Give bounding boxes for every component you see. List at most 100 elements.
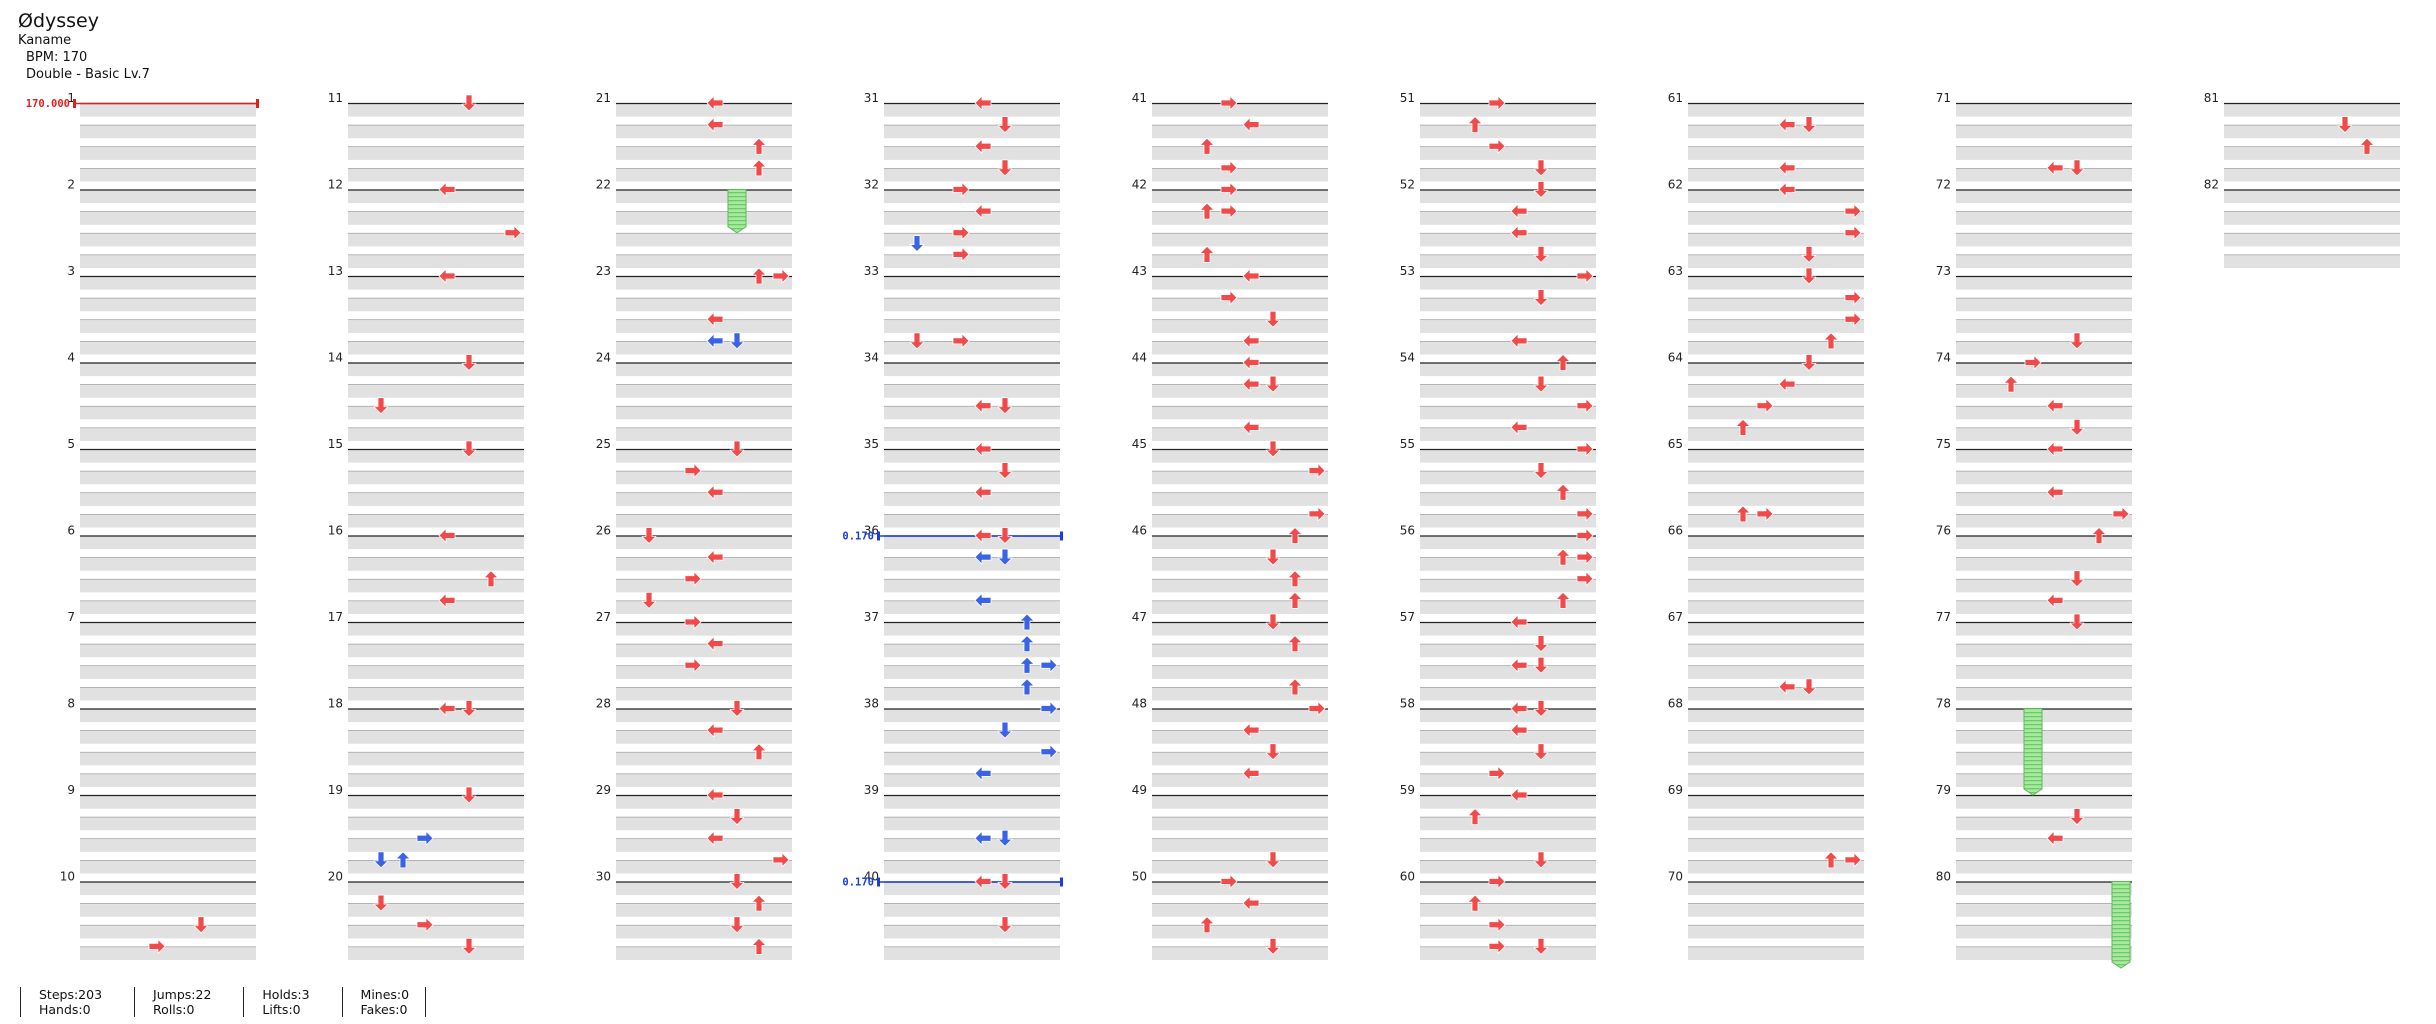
measure-block: 56	[1400, 524, 1596, 614]
measure-block: 20	[328, 870, 524, 960]
measure-number: 8	[67, 697, 75, 711]
measure-number: 18	[328, 697, 343, 711]
measure-number: 66	[1668, 524, 1683, 538]
measure-number: 54	[1400, 351, 1415, 365]
measure-number: 63	[1668, 264, 1683, 278]
measure-number: 23	[596, 264, 611, 278]
difficulty-label: Double - Basic Lv.7	[26, 67, 150, 82]
measure-number: 42	[1132, 178, 1147, 192]
measure-number: 5	[67, 437, 75, 451]
measure-block: 42	[1132, 178, 1328, 268]
measure-number: 51	[1400, 91, 1415, 105]
measure-number: 65	[1668, 437, 1683, 451]
measure-number: 58	[1400, 697, 1415, 711]
measure-number: 74	[1936, 351, 1951, 365]
scroll-change-marker-label: 0.170	[842, 877, 874, 889]
measure-block: 37	[864, 610, 1060, 701]
measure-number: 31	[864, 91, 879, 105]
measure-block: 11	[328, 91, 524, 182]
measure-number: 70	[1668, 870, 1683, 884]
stats-mines-fakes: Mines:0 Fakes:0	[341, 987, 427, 1017]
chart-header: Ødyssey Kaname BPM: 170 Double - Basic L…	[18, 10, 150, 83]
measure-block: 48	[1132, 697, 1328, 787]
measure-block: 76	[1936, 524, 2132, 614]
measure-number: 81	[2204, 91, 2219, 105]
measure-number: 12	[328, 178, 343, 192]
measure-number: 43	[1132, 264, 1147, 278]
measure-number: 30	[596, 870, 611, 884]
measure-number: 29	[596, 783, 611, 797]
measure-number: 27	[596, 610, 611, 624]
measure-block: 54	[1400, 351, 1596, 441]
measure-block: 59	[1400, 783, 1596, 874]
measure-number: 50	[1132, 870, 1147, 884]
measure-number: 41	[1132, 91, 1147, 105]
measure-number: 25	[596, 437, 611, 451]
stat-jumps: Jumps:22	[153, 987, 212, 1002]
measure-number: 72	[1936, 178, 1951, 192]
measure-block: 9	[67, 783, 256, 874]
measure-number: 69	[1668, 783, 1683, 797]
measure-block: 57	[1400, 610, 1596, 701]
measure-number: 68	[1668, 697, 1683, 711]
measure-block: 33	[864, 264, 1060, 355]
stats-jumps-rolls: Jumps:22 Rolls:0	[134, 987, 243, 1017]
measure-block: 18	[328, 697, 524, 787]
measure-number: 77	[1936, 610, 1951, 624]
measure-number: 45	[1132, 437, 1147, 451]
measure-block: 26	[596, 524, 792, 614]
stat-hands: Hands:0	[39, 1002, 91, 1017]
measure-block: 69	[1668, 783, 1864, 874]
measure-block: 70	[1668, 870, 1864, 960]
measure-number: 75	[1936, 437, 1951, 451]
measure-number: 9	[67, 783, 75, 797]
measure-number: 71	[1936, 91, 1951, 105]
hold-note	[2111, 881, 2131, 969]
measure-block: 7	[67, 610, 256, 701]
measure-number: 60	[1400, 870, 1415, 884]
stats-steps-hands: Steps:203 Hands:0	[20, 987, 134, 1017]
scroll-change-marker: 0.170	[842, 877, 1063, 889]
measure-number: 61	[1668, 91, 1683, 105]
step-chart: 1234567891011121314151617181920212223242…	[26, 91, 2400, 969]
measure-block: 45	[1132, 437, 1328, 528]
measure-block: 73	[1936, 264, 2132, 355]
measure-number: 17	[328, 610, 343, 624]
measure-number: 73	[1936, 264, 1951, 278]
measure-number: 39	[864, 783, 879, 797]
measure-block: 24	[596, 351, 792, 441]
measure-number: 47	[1132, 610, 1147, 624]
measure-number: 36	[864, 524, 879, 538]
measure-number: 40	[864, 870, 879, 884]
measure-number: 4	[67, 351, 75, 365]
measure-number: 14	[328, 351, 343, 365]
measure-block: 43	[1132, 264, 1328, 355]
measure-block: 14	[328, 351, 524, 441]
measure-block: 35	[864, 437, 1060, 528]
measure-block: 5	[67, 437, 256, 528]
measure-number: 37	[864, 610, 879, 624]
measure-number: 15	[328, 437, 343, 451]
measure-number: 52	[1400, 178, 1415, 192]
measure-block: 8	[67, 697, 256, 787]
measure-block: 31	[864, 91, 1060, 182]
measure-block: 12	[328, 178, 524, 268]
measure-number: 24	[596, 351, 611, 365]
measure-block: 61	[1668, 91, 1864, 182]
measure-block: 3	[67, 264, 256, 355]
measure-number: 28	[596, 697, 611, 711]
bpm-label: BPM: 170	[26, 50, 88, 65]
measure-block: 17	[328, 610, 524, 701]
measure-number: 22	[596, 178, 611, 192]
bpm-change-marker: 170.000	[26, 98, 259, 110]
stat-fakes: Fakes:0	[360, 1002, 408, 1017]
stat-steps: Steps:203	[39, 987, 103, 1002]
measure-number: 13	[328, 264, 343, 278]
measure-number: 48	[1132, 697, 1147, 711]
measure-number: 67	[1668, 610, 1683, 624]
measure-block: 41	[1132, 91, 1328, 182]
measure-number: 82	[2204, 178, 2219, 192]
measure-block: 29	[596, 783, 792, 874]
measure-block: 28	[596, 697, 792, 787]
measure-block: 32	[864, 178, 1060, 268]
